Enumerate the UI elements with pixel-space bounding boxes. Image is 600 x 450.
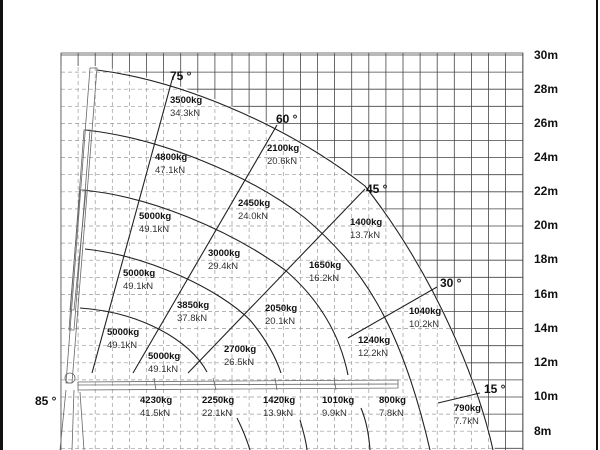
height-label: 22m bbox=[534, 184, 558, 198]
load-kn-label: 9.9kN bbox=[322, 408, 347, 419]
load-kn-label: 16.2kN bbox=[309, 273, 339, 284]
load-labels: 3500kg 34.3kN 4800kg 47.1kN 5000kg 49.1kN 5000… bbox=[107, 95, 481, 427]
load-kn-label: 49.1kN bbox=[148, 364, 178, 375]
load-kg-label: 800kg bbox=[379, 395, 406, 406]
load-kn-label: 29.4kN bbox=[208, 261, 238, 272]
load-kn-label: 7.7kN bbox=[454, 416, 479, 427]
load-kg-label: 1040kg bbox=[409, 306, 441, 317]
angle-label-85: 85 ° bbox=[35, 394, 57, 408]
load-kn-label: 13.9kN bbox=[263, 408, 293, 419]
angle-line-75 bbox=[91, 79, 173, 374]
load-kn-label: 34.3kN bbox=[170, 108, 200, 119]
load-kn-label: 7.8kN bbox=[379, 408, 404, 419]
load-kn-label: 24.0kN bbox=[238, 211, 268, 222]
load-kg-label: 4800kg bbox=[155, 152, 187, 163]
frame-border-left bbox=[0, 0, 3, 450]
load-kg-label: 1400kg bbox=[350, 217, 382, 228]
height-label: 12m bbox=[534, 355, 558, 369]
load-kn-label: 20.1kN bbox=[265, 316, 295, 327]
angle-label-75: 75 ° bbox=[170, 69, 192, 83]
load-kn-label: 10.2kN bbox=[409, 319, 439, 330]
reach-arc-lower-2 bbox=[360, 407, 371, 450]
load-kg-label: 790kg bbox=[454, 403, 481, 414]
angle-label-60: 60 ° bbox=[276, 112, 298, 126]
load-kn-label: 12.2kN bbox=[358, 348, 388, 359]
load-kg-label: 2050kg bbox=[265, 303, 297, 314]
height-label: 14m bbox=[534, 321, 558, 335]
load-kg-label: 1240kg bbox=[358, 335, 390, 346]
load-kg-label: 5000kg bbox=[139, 211, 171, 222]
angle-line-30 bbox=[347, 286, 438, 339]
load-kn-label: 26.5kN bbox=[224, 357, 254, 368]
height-label: 20m bbox=[534, 218, 558, 232]
load-kg-label: 2700kg bbox=[224, 344, 256, 355]
height-label: 8m bbox=[534, 424, 551, 438]
angle-label-45: 45 ° bbox=[366, 182, 388, 196]
load-kn-label: 41.5kN bbox=[140, 408, 170, 419]
load-kn-label: 13.7kN bbox=[350, 230, 380, 241]
height-label: 18m bbox=[534, 252, 558, 266]
load-kn-label: 22.1kN bbox=[202, 408, 232, 419]
load-kg-label: 5000kg bbox=[123, 268, 155, 279]
crane-boom-drawing bbox=[59, 67, 399, 450]
reach-arc-1 bbox=[96, 69, 494, 450]
load-kn-label: 47.1kN bbox=[155, 165, 185, 176]
load-kg-label: 2450kg bbox=[238, 198, 270, 209]
reach-arc-2 bbox=[84, 129, 431, 450]
load-kg-label: 1650kg bbox=[309, 260, 341, 271]
load-kg-label: 3850kg bbox=[177, 300, 209, 311]
height-label: 26m bbox=[534, 116, 558, 130]
load-kg-label: 1010kg bbox=[322, 395, 354, 406]
height-label: 10m bbox=[534, 389, 558, 403]
load-kg-label: 5000kg bbox=[148, 351, 180, 362]
angle-label-30: 30 ° bbox=[440, 276, 462, 290]
reach-arc-3 bbox=[81, 189, 349, 376]
height-label: 24m bbox=[534, 150, 558, 164]
load-kg-label: 4230kg bbox=[140, 395, 172, 406]
load-kn-label: 49.1kN bbox=[107, 340, 137, 351]
grid-border bbox=[60, 52, 524, 450]
load-kg-label: 3500kg bbox=[170, 95, 202, 106]
load-kg-label: 2250kg bbox=[202, 395, 234, 406]
chart-area-background bbox=[61, 66, 495, 450]
reach-arc-lower-1 bbox=[236, 417, 251, 450]
load-kg-label: 1420kg bbox=[263, 395, 295, 406]
frame-border-right bbox=[596, 0, 598, 450]
angle-line-60 bbox=[132, 124, 278, 374]
reach-arc-4 bbox=[84, 248, 282, 374]
load-kn-label: 49.1kN bbox=[123, 281, 153, 292]
load-kg-label: 3000kg bbox=[208, 248, 240, 259]
load-kn-label: 37.8kN bbox=[177, 313, 207, 324]
reach-arc-lower-3 bbox=[299, 419, 308, 450]
angle-line-45 bbox=[187, 188, 366, 374]
load-kn-label: 49.1kN bbox=[139, 224, 169, 235]
load-kg-label: 5000kg bbox=[107, 327, 139, 338]
load-kn-label: 20.6kN bbox=[267, 156, 297, 167]
height-label: 28m bbox=[534, 82, 558, 96]
angle-line-15 bbox=[437, 392, 481, 404]
load-kg-label: 2100kg bbox=[267, 143, 299, 154]
height-label: 30m bbox=[534, 48, 558, 62]
height-label: 16m bbox=[534, 287, 558, 301]
angle-label-15: 15 ° bbox=[484, 382, 506, 396]
